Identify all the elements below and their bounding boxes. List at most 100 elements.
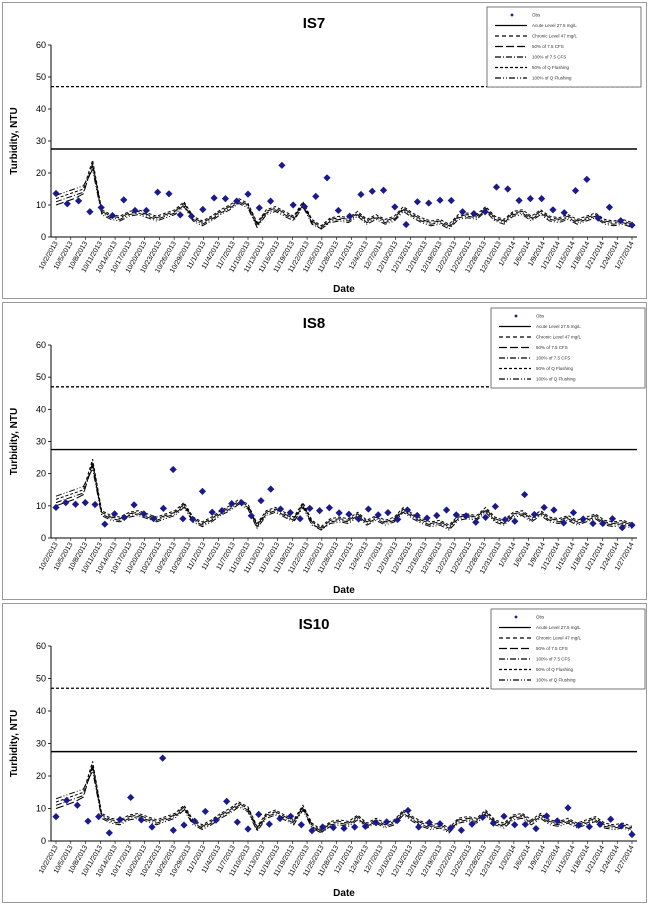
chart-0-obs-point-46: [571, 187, 580, 195]
chart-1-legend-label-4: 100% of 7.5 CFS: [536, 356, 570, 361]
chart-0-obs-point-0: [52, 189, 60, 198]
chart-0-obs-point-33: [425, 199, 433, 207]
chart-0-obs-point-7: [131, 206, 139, 215]
chart-0-series-line-1: [55, 163, 633, 229]
chart-2-series-line-1: [55, 764, 633, 832]
chart-1-ytick-label-2: 20: [36, 469, 46, 479]
chart-0-obs-point-19: [266, 197, 275, 205]
chart-1-obs-point-5: [101, 520, 109, 528]
chart-0-obs-point-4: [97, 203, 105, 212]
chart-0-obs-point-17: [244, 190, 252, 198]
chart-2-obs-point-20: [265, 820, 273, 828]
chart-0-y-axis-label: Turbidity, NTU: [9, 107, 20, 174]
chart-0-obs-point-15: [221, 195, 230, 203]
chart-0-obs-point-6: [120, 196, 128, 204]
chart-0-obs-point-45: [560, 209, 568, 217]
chart-1-obs-point-30: [345, 510, 353, 518]
chart-2-legend-label-2: Chronic Level 47 mg/L: [536, 636, 582, 641]
chart-2-obs-point-50: [585, 823, 593, 831]
chart-1-legend-marker-0: [514, 314, 518, 318]
chart-1-y-axis-label: Turbidity, NTU: [9, 408, 20, 475]
chart-2-obs-point-3: [84, 817, 92, 825]
chart-2-obs-point-12: [180, 821, 188, 829]
chart-2-obs-point-0: [52, 813, 60, 821]
chart-1-obs-point-13: [179, 515, 187, 523]
chart-2-obs-point-41: [489, 819, 497, 827]
chart-0-x-axis-label: Date: [333, 284, 355, 295]
chart-is10-svg: IS10010203040506010/2/201310/5/201310/8/…: [9, 608, 646, 899]
chart-0-obs-point-1: [63, 200, 71, 208]
chart-2-title: IS10: [299, 616, 330, 633]
chart-1-obs-point-20: [247, 512, 255, 520]
chart-2-obs-point-1: [63, 796, 71, 804]
chart-0-obs-point-26: [346, 212, 354, 220]
chart-0-obs-point-50: [617, 217, 625, 225]
chart-1-obs-point-42: [462, 512, 470, 520]
chart-1-obs-point-9: [140, 510, 148, 518]
chart-1-obs-point-47: [511, 517, 519, 525]
chart-0-legend-label-5: 50% of Q Flushing: [532, 65, 570, 70]
chart-2-legend-marker-0: [514, 615, 518, 619]
chart-1-obs-point-10: [150, 515, 158, 523]
chart-2-series-line-3: [55, 761, 633, 831]
chart-2-obs-point-15: [212, 816, 220, 824]
chart-1-legend-label-5: 50% of Q Flushing: [536, 366, 574, 371]
chart-0-obs-point-43: [538, 195, 546, 203]
chart-0-obs-point-27: [357, 190, 365, 199]
chart-0-obs-point-11: [176, 211, 184, 219]
chart-2-obs-point-19: [255, 810, 263, 818]
chart-0-obs-point-49: [605, 203, 614, 211]
chart-1-obs-point-6: [110, 510, 119, 518]
chart-0-obs-point-13: [199, 205, 207, 214]
chart-2-obs-point-13: [191, 817, 199, 825]
chart-2-legend-label-4: 100% of 7.5 CFS: [536, 657, 570, 662]
chart-0-obs-point-41: [515, 196, 523, 205]
chart-2-obs-point-27: [340, 824, 348, 832]
chart-2-obs-point-6: [116, 815, 124, 824]
chart-1-obs-point-49: [530, 510, 538, 519]
chart-1-obs-point-57: [608, 515, 617, 523]
chart-0-obs-point-38: [481, 208, 489, 216]
chart-1-obs-point-0: [52, 503, 60, 512]
chart-1-obs-point-11: [159, 504, 167, 513]
chart-2-obs-point-48: [564, 804, 572, 812]
chart-1-ytick-label-6: 60: [36, 340, 46, 350]
chart-2-legend-label-5: 50% of Q Flushing: [536, 667, 574, 672]
chart-1-legend-label-3: 50% of 7.5 CFS: [536, 345, 568, 350]
chart-2-obs-point-30: [372, 819, 380, 827]
chart-1-obs-point-52: [560, 519, 568, 527]
chart-0-legend-label-1: Acute Level 27.5 mg/L: [532, 23, 577, 28]
chart-0-obs-point-24: [323, 174, 331, 182]
chart-1-obs-point-54: [579, 515, 587, 523]
chart-0-obs-point-30: [391, 203, 399, 211]
chart-1-obs-point-2: [71, 500, 80, 508]
chart-0-ytick-label-1: 10: [36, 200, 46, 210]
chart-0-obs-point-23: [312, 192, 320, 200]
chart-2-obs-point-21: [276, 814, 284, 823]
chart-0-obs-point-44: [549, 206, 557, 214]
chart-1-title: IS8: [303, 315, 326, 332]
chart-2-obs-point-51: [596, 820, 604, 829]
chart-0-obs-point-40: [504, 185, 512, 193]
chart-1-obs-point-48: [521, 490, 529, 499]
chart-0-legend-label-6: 100% of Q Flushing: [532, 76, 572, 81]
chart-1-obs-point-26: [306, 504, 314, 513]
chart-0-obs-point-5: [108, 211, 117, 220]
chart-2-obs-point-38: [457, 826, 465, 834]
chart-0-legend-label-4: 100% of 7.5 CFS: [532, 55, 566, 60]
chart-2-obs-point-32: [393, 816, 401, 825]
chart-2-legend-label-0: Obs: [536, 615, 545, 620]
chart-1-obs-point-45: [491, 502, 499, 511]
chart-2-obs-point-7: [127, 793, 135, 802]
chart-2-obs-point-42: [500, 812, 508, 820]
chart-2-obs-point-33: [404, 806, 412, 815]
chart-1-obs-point-19: [237, 499, 246, 507]
chart-0-ytick-label-3: 30: [36, 136, 46, 146]
chart-0-obs-point-36: [458, 208, 467, 216]
chart-1-obs-point-4: [91, 500, 99, 509]
chart-2-ytick-label-0: 0: [41, 836, 46, 846]
chart-0-series-line-3: [55, 160, 633, 227]
chart-1-obs-point-15: [198, 487, 207, 495]
chart-0-obs-point-21: [289, 201, 297, 209]
chart-1-obs-point-29: [335, 509, 343, 517]
